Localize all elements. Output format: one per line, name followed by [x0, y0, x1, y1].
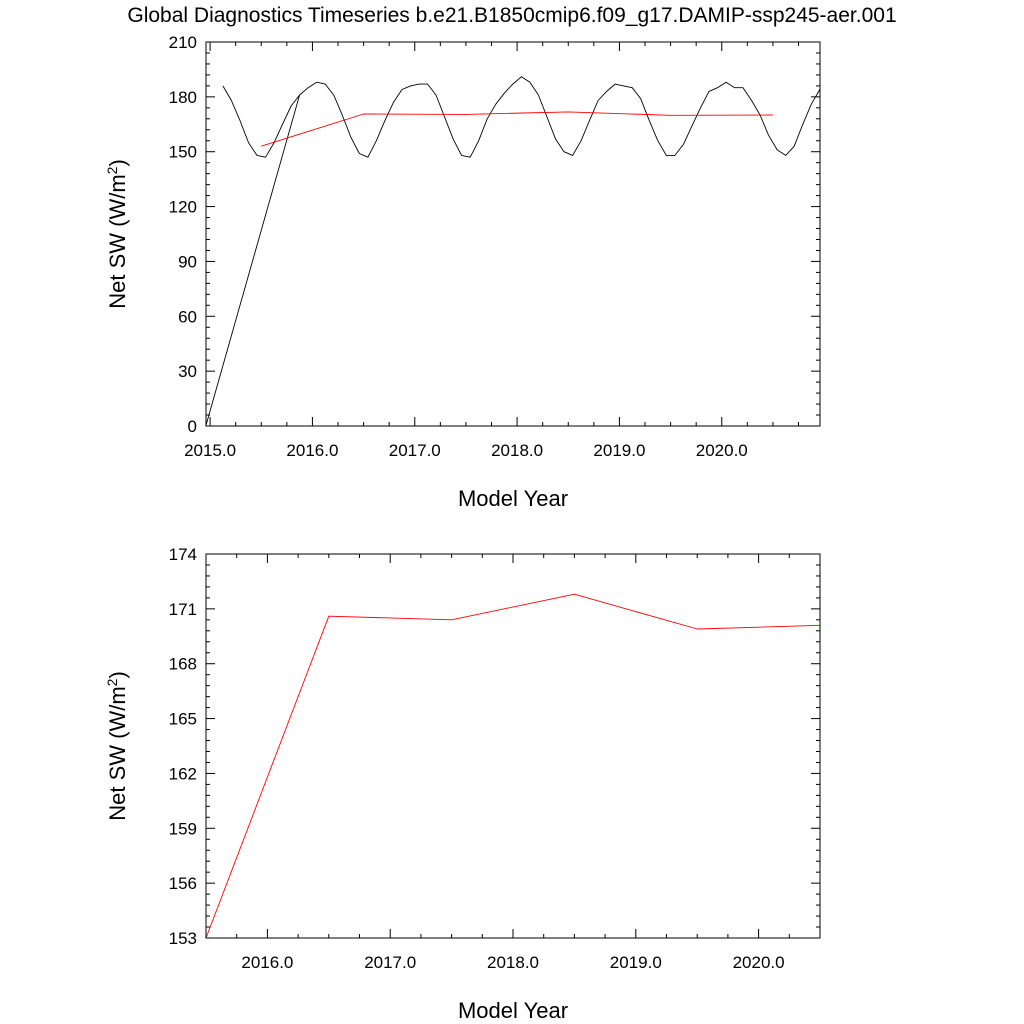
y-tick-label: 153: [169, 929, 197, 948]
y-axis-label: Net SW (W/m2): [104, 671, 130, 821]
y-tick-label: 159: [169, 819, 197, 838]
y-tick-label: 120: [169, 198, 197, 217]
y-tick-label: 174: [169, 545, 197, 564]
x-tick-label: 2019.0: [610, 953, 662, 972]
x-tick-label: 2018.0: [487, 953, 539, 972]
x-tick-label: 2016.0: [286, 441, 338, 460]
x-tick-label: 2020.0: [733, 953, 785, 972]
plot-frame: [205, 41, 821, 427]
x-tick-label: 2019.0: [593, 441, 645, 460]
x-tick-label: 2017.0: [364, 953, 416, 972]
y-tick-label: 168: [169, 655, 197, 674]
y-axis-label: Net SW (W/m2): [104, 159, 130, 309]
x-tick-label: 2016.0: [241, 953, 293, 972]
y-tick-label: 180: [169, 88, 197, 107]
series-line-2: [261, 111, 773, 147]
x-tick-label: 2017.0: [389, 441, 441, 460]
plot-frame: [205, 553, 821, 939]
series-line-1: [205, 593, 821, 939]
plot-1: 0 30 60 90 120 150 180 210 2015.0 2016.0 2017.0 201…: [104, 33, 821, 511]
plot-2: 153 156 159 162 165 168 171 174 2016.0 2017.0 2018…: [104, 545, 821, 1023]
x-axis-label: Model Year: [458, 486, 568, 511]
x-tick-label: 2015.0: [184, 441, 236, 460]
x-tick-label: 2020.0: [696, 441, 748, 460]
y-tick-label: 60: [178, 307, 197, 326]
x-axis-label: Model Year: [458, 998, 568, 1023]
y-tick-label: 156: [169, 874, 197, 893]
chart-title: Global Diagnostics Timeseries b.e21.B185…: [127, 4, 897, 27]
y-tick-label: 150: [169, 143, 197, 162]
y-tick-label: 171: [169, 600, 197, 619]
y-tick-label: 30: [178, 362, 197, 381]
y-tick-label: 90: [178, 252, 197, 271]
y-tick-label: 165: [169, 710, 197, 729]
y-tick-label: 210: [169, 33, 197, 52]
series-line-1: [205, 76, 821, 427]
y-tick-label: 162: [169, 764, 197, 783]
x-tick-label: 2018.0: [491, 441, 543, 460]
y-tick-label: 0: [188, 417, 197, 436]
